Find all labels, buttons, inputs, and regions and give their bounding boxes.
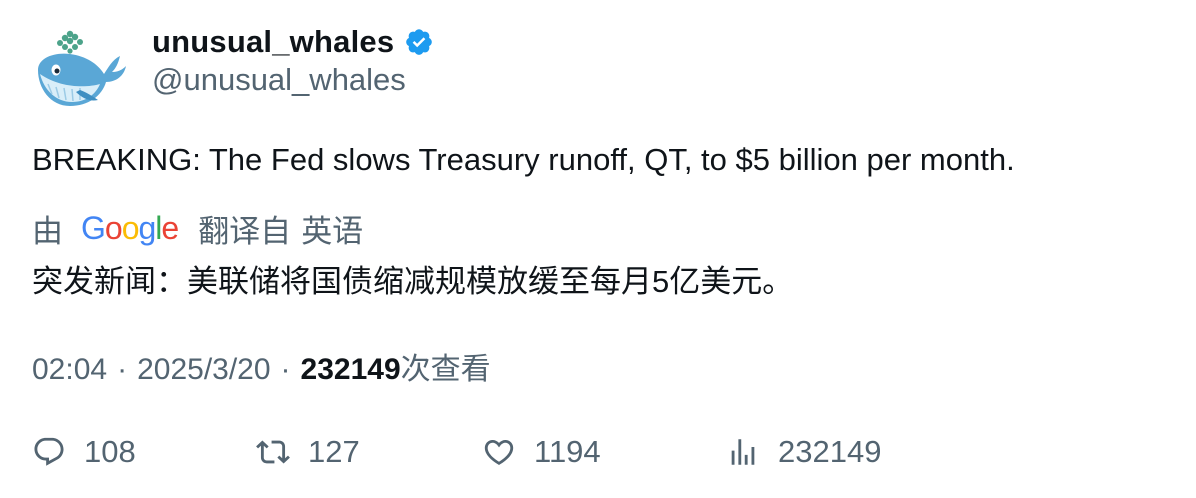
translation-by-label: 由 [32,213,63,249]
author-display-name[interactable]: unusual_whales [152,24,395,59]
heart-icon [484,439,514,465]
like-count: 1194 [534,434,601,469]
author-name-row: unusual_whales [152,22,434,62]
retweet-icon [256,440,290,464]
meta-separator: · [117,353,128,386]
views-action-count: 232149 [778,434,882,469]
action-bar: 108 127 1194 232149 [32,428,1172,476]
retweet-button[interactable]: 127 [256,428,360,476]
like-button[interactable]: 1194 [482,428,601,476]
google-logo[interactable]: Google [81,209,179,246]
whale-avatar-icon [38,30,126,106]
verified-badge-icon[interactable] [404,27,434,57]
translation-from-label: 翻译自 [198,213,292,249]
tweet-text: BREAKING: The Fed slows Treasury runoff,… [32,142,1015,177]
views-button[interactable]: 232149 [726,428,881,476]
reply-icon [34,437,64,466]
avatar[interactable] [32,26,128,114]
tweet-meta: 02:04 · 2025/3/20 · 232149 次查看 [32,344,491,388]
views-label: 次查看 [400,353,491,386]
reply-count: 108 [84,434,136,469]
meta-separator: · [280,353,291,386]
views-chart-icon [731,439,755,465]
tweet-time[interactable]: 02:04 [32,353,108,386]
translation-attribution: 由 Google 翻译自 英语 [32,206,363,250]
author-handle[interactable]: @unusual_whales [152,62,406,97]
views-count: 232149 [300,353,401,386]
translation-language: 英语 [301,213,364,249]
translated-text: 突发新闻：美联储将国债缩减规模放缓至每月5亿美元。 [32,264,794,299]
retweet-count: 127 [308,434,360,469]
reply-button[interactable]: 108 [32,428,136,476]
tweet-date[interactable]: 2025/3/20 [137,353,271,386]
